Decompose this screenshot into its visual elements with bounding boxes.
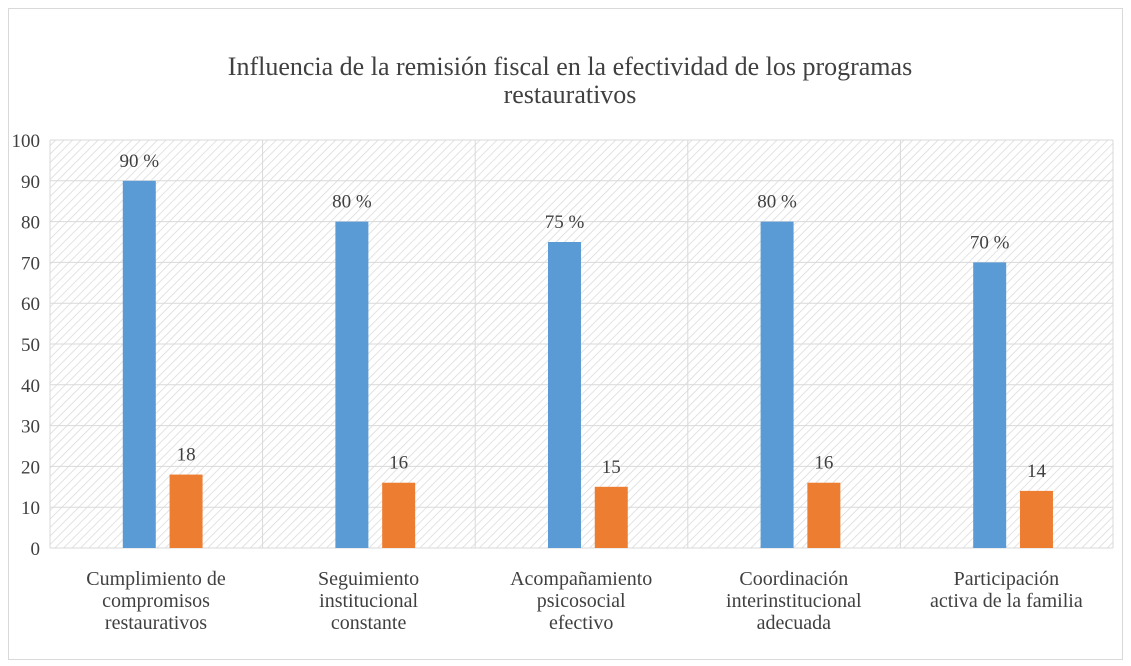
bar — [760, 221, 794, 548]
bar — [382, 482, 416, 548]
y-tick-label: 0 — [31, 539, 41, 560]
data-label: 15 — [602, 457, 621, 478]
data-label: 16 — [814, 453, 833, 474]
y-tick-label: 30 — [21, 417, 40, 438]
data-label: 18 — [177, 445, 196, 466]
data-label: 14 — [1027, 461, 1047, 482]
data-label: 70 % — [970, 232, 1010, 253]
data-label: 16 — [389, 453, 408, 474]
y-tick-label: 80 — [21, 213, 40, 234]
bar — [335, 221, 369, 548]
bar — [547, 242, 581, 548]
bar — [169, 474, 203, 548]
x-tick-label: Cumplimiento de compromisos restaurativo… — [86, 568, 226, 634]
x-tick-label: Participación activa de la familia — [930, 568, 1083, 612]
y-tick-label: 10 — [21, 498, 40, 519]
bar — [122, 180, 156, 549]
y-tick-label: 50 — [21, 335, 40, 356]
data-label: 90 % — [120, 151, 160, 172]
data-label: 80 % — [332, 192, 372, 213]
y-tick-label: 20 — [21, 457, 40, 478]
chart-title: Influencia de la remisión fiscal en la e… — [228, 52, 912, 109]
y-tick-label: 90 — [21, 172, 40, 193]
y-tick-label: 40 — [21, 376, 40, 397]
x-tick-label: Coordinación interinstitucional adecuada — [726, 568, 862, 634]
bar — [973, 262, 1007, 548]
data-label: 80 % — [757, 192, 797, 213]
x-tick-label: Acompañamiento psicosocial efectivo — [510, 568, 653, 634]
y-tick-label: 100 — [12, 131, 41, 152]
bar — [1019, 490, 1053, 548]
bar — [594, 486, 628, 548]
y-tick-label: 60 — [21, 294, 40, 315]
bar — [807, 482, 841, 548]
data-label: 75 % — [545, 212, 585, 233]
x-tick-label: Seguimiento institucional constante — [318, 568, 420, 634]
y-tick-label: 70 — [21, 253, 40, 274]
